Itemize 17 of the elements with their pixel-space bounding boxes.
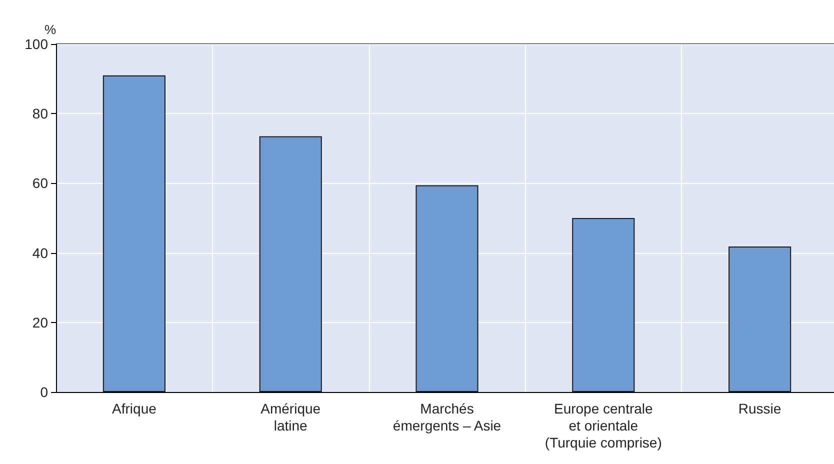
y-tick-label: 20 <box>32 314 48 330</box>
y-tick-label: 0 <box>40 384 48 400</box>
bar <box>102 75 166 392</box>
y-axis-title: % <box>44 22 56 37</box>
bar <box>572 218 635 392</box>
y-tick-label: 100 <box>24 36 48 52</box>
x-tick-label: Russie <box>738 400 782 416</box>
y-tick-label: 60 <box>32 175 48 192</box>
x-tick-label: Europe centrale et orientale (Turquie comprise) <box>544 400 662 450</box>
bar <box>728 246 792 392</box>
x-tick-label: Marchés émergents – Asie <box>392 400 502 434</box>
y-tick-label: 80 <box>32 106 48 122</box>
x-tick-label: Afrique <box>112 400 157 416</box>
bar <box>416 185 478 392</box>
y-tick-label: 40 <box>32 244 48 261</box>
x-tick-label: Amérique latine <box>260 400 321 434</box>
bar <box>259 136 322 392</box>
